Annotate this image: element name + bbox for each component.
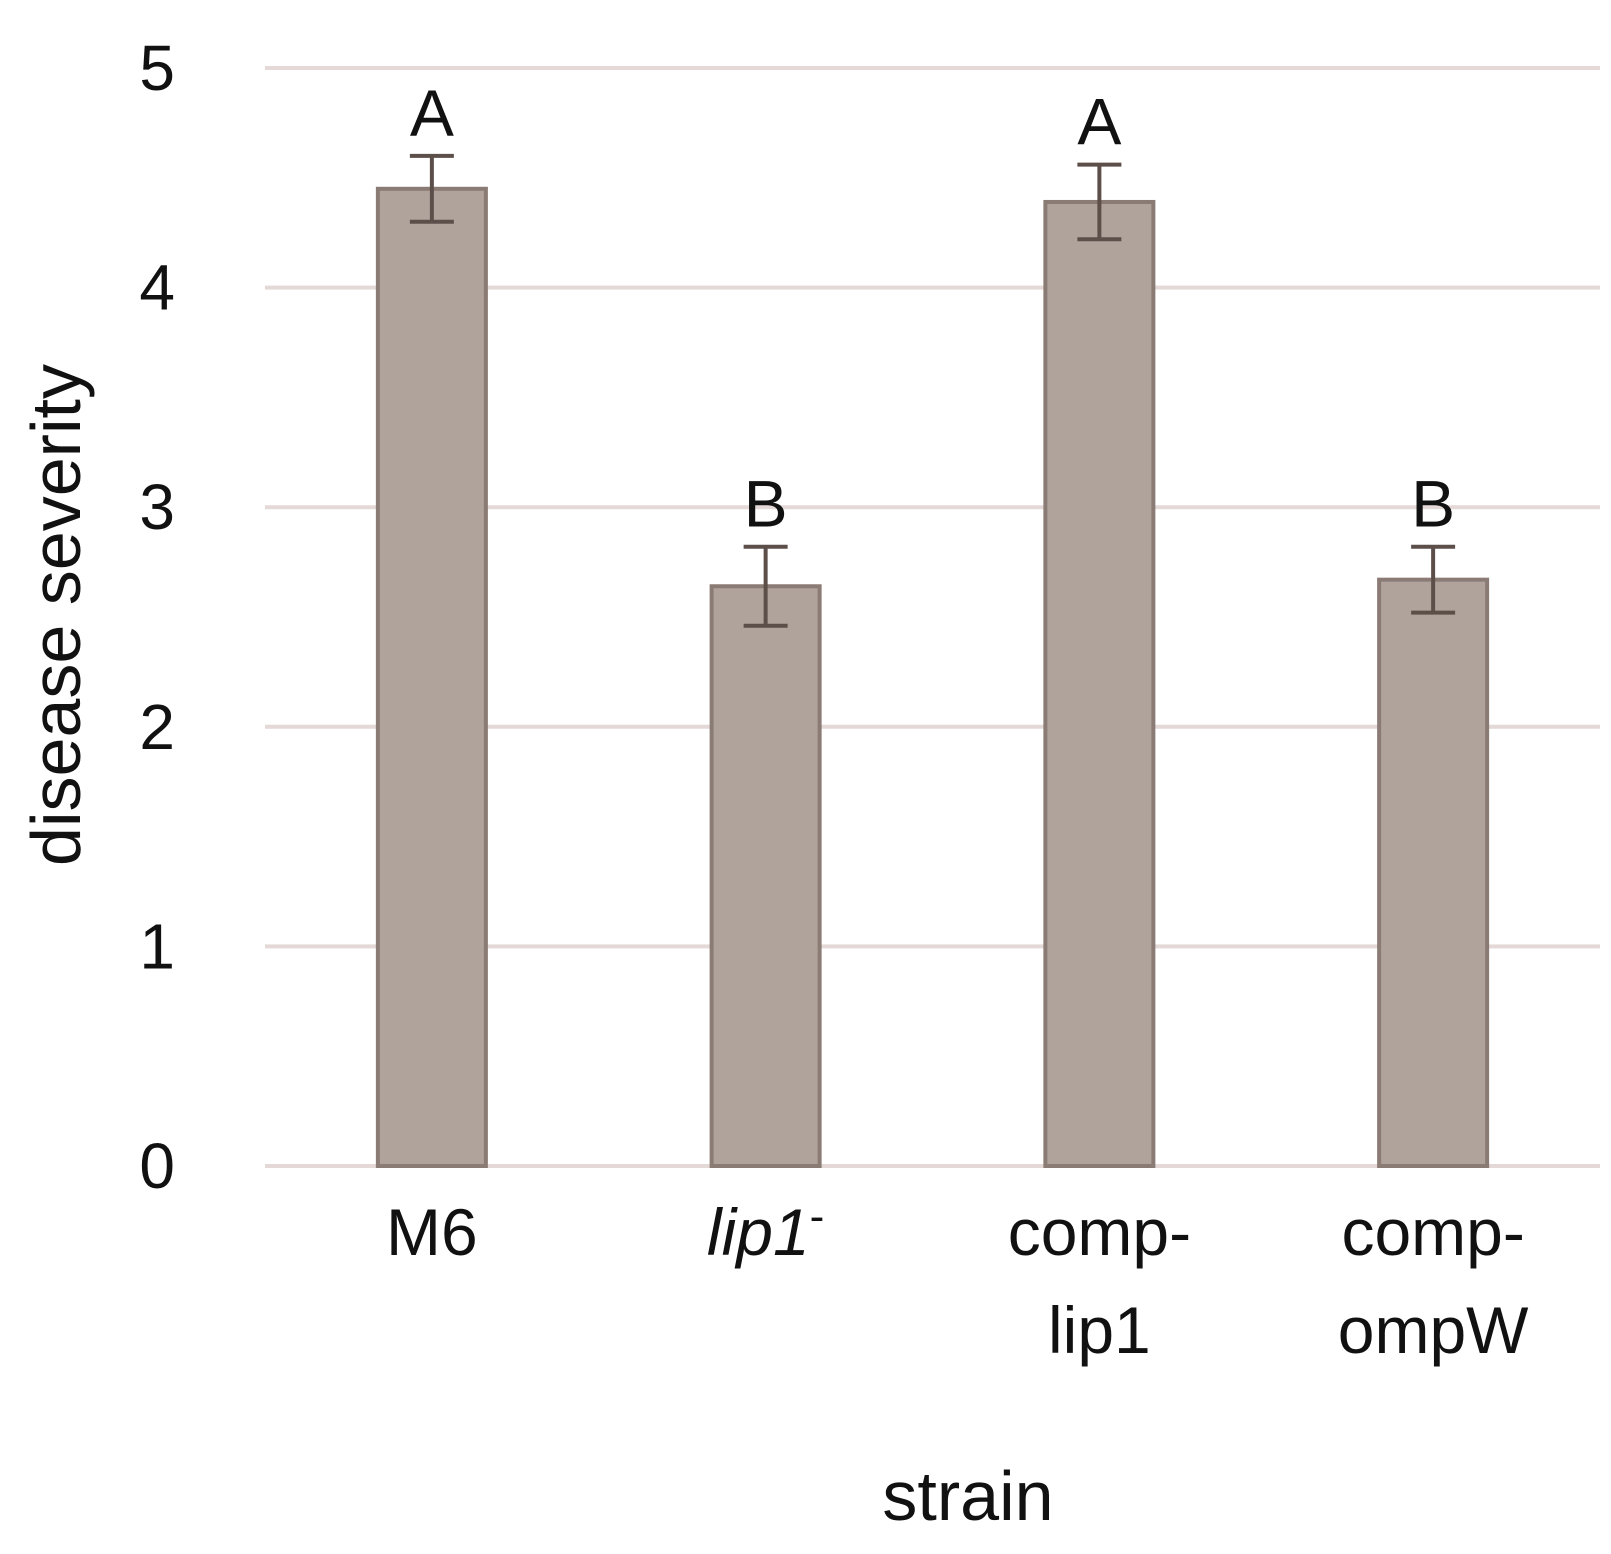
bar xyxy=(375,186,488,1168)
y-tick-label: 5 xyxy=(139,32,175,104)
error-bars xyxy=(409,153,1456,628)
y-tick-label: 3 xyxy=(139,471,175,543)
significance-label: A xyxy=(410,76,454,150)
significance-label: B xyxy=(744,467,788,541)
bar xyxy=(1043,199,1156,1168)
significance-label: B xyxy=(1411,467,1455,541)
x-tick-label: lip1 xyxy=(1048,1293,1151,1367)
error-bar xyxy=(409,153,454,224)
x-axis-title: strain xyxy=(882,1457,1053,1535)
x-tick-label: comp- xyxy=(1008,1195,1191,1269)
y-axis-title: disease severity xyxy=(17,364,95,866)
bar xyxy=(709,584,822,1168)
x-tick-label: ompW xyxy=(1338,1293,1529,1367)
x-tick-label: comp- xyxy=(1341,1195,1524,1269)
x-tick-label: M6 xyxy=(386,1195,478,1269)
y-tick-label: 4 xyxy=(139,252,175,324)
error-bar xyxy=(1077,162,1122,242)
superscript: - xyxy=(810,1192,825,1241)
error-bar xyxy=(743,544,788,628)
bar xyxy=(1377,577,1490,1168)
y-tick-label: 2 xyxy=(139,691,175,763)
x-tick-label: lip1- xyxy=(707,1192,824,1270)
y-tick-label: 0 xyxy=(139,1130,175,1202)
error-bar xyxy=(1411,544,1456,615)
y-tick-label: 1 xyxy=(139,910,175,982)
significance-label: A xyxy=(1077,85,1121,159)
bars xyxy=(375,186,1490,1168)
